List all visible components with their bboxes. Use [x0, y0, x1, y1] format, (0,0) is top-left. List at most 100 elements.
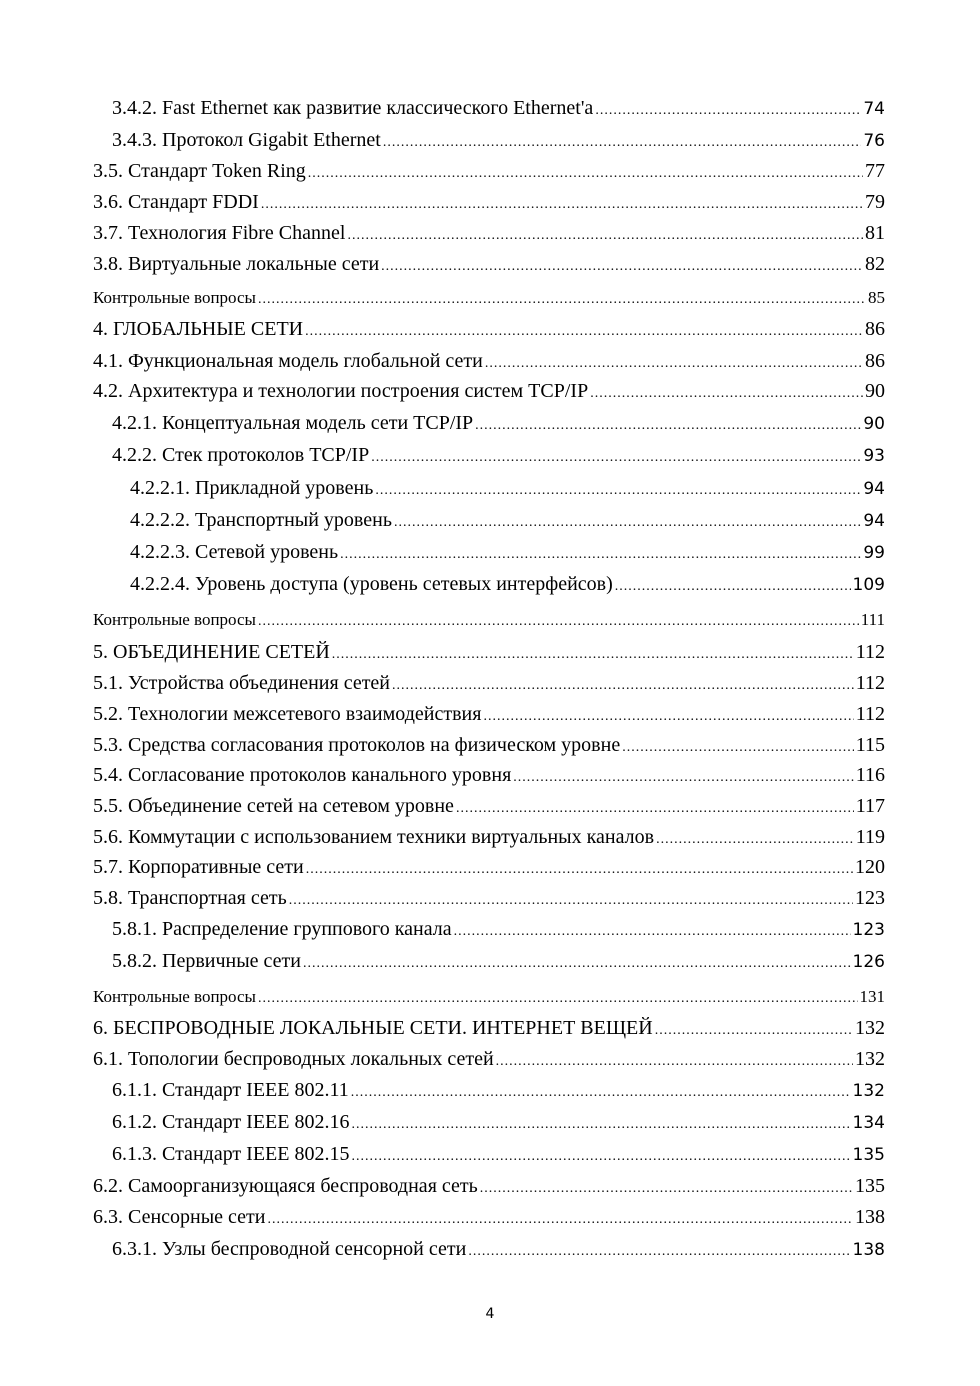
dot-leader — [261, 192, 863, 218]
dot-leader — [480, 1176, 853, 1202]
dot-leader — [258, 986, 858, 1012]
toc-entry[interactable]: Контрольные вопросы 85 — [93, 285, 885, 311]
toc-entry[interactable]: 5.8.1. Распределение группового канала 12… — [112, 916, 885, 942]
toc-entry-page: 120 — [855, 856, 885, 878]
toc-entry-title: 4.2.2.1. Прикладной уровень — [130, 477, 374, 499]
toc-entry-title: 6.1.3. Стандарт IEEE 802.15 — [112, 1143, 350, 1165]
dot-leader — [303, 951, 851, 977]
toc-entry-page: 115 — [855, 734, 885, 756]
toc-entry[interactable]: 4.2.2.2. Транспортный уровень 94 — [130, 507, 885, 533]
dot-leader — [383, 130, 862, 156]
toc-entry-page: 132 — [855, 1017, 885, 1039]
toc-entry[interactable]: 5.7. Корпоративные сети 120 — [93, 854, 885, 880]
toc-entry-title: Контрольные вопросы — [93, 987, 256, 1006]
toc-entry-title: 3.4.3. Протокол Gigabit Ethernet — [112, 129, 381, 151]
page-number: 4 — [485, 1306, 495, 1322]
dot-leader — [371, 445, 861, 471]
toc-entry-page: 82 — [865, 253, 885, 275]
toc-entry-page: 112 — [855, 703, 885, 725]
toc-entry-title: 5.8.2. Первичные сети — [112, 950, 301, 972]
toc-entry-page: 119 — [855, 826, 885, 848]
toc-entry[interactable]: 4.2. Архитектура и технологии построения… — [93, 378, 885, 404]
dot-leader — [513, 765, 853, 791]
toc-entry-title: 6.2. Самоорганизующаяся беспроводная сет… — [93, 1175, 478, 1197]
toc-entry-title: 4.2.2. Стек протоколов TCP/IP — [112, 444, 370, 466]
dot-leader — [351, 1112, 850, 1138]
toc-entry-page: 94 — [863, 479, 885, 499]
toc-entry[interactable]: 4. ГЛОБАЛЬНЫЕ СЕТИ 86 — [93, 316, 885, 342]
toc-entry-page: 138 — [855, 1206, 885, 1228]
dot-leader — [375, 478, 861, 504]
toc-entry-page: 135 — [855, 1175, 885, 1197]
dot-leader — [622, 735, 854, 761]
toc-entry[interactable]: 4.1. Функциональная модель глобальной се… — [93, 348, 885, 374]
toc-entry-page: 112 — [855, 672, 885, 694]
toc-entry-page: 77 — [865, 160, 885, 182]
toc-entry-page: 135 — [852, 1145, 885, 1165]
toc-entry-page: 126 — [852, 952, 885, 972]
dot-leader — [258, 287, 866, 313]
toc-entry[interactable]: 4.2.1. Концептуальная модель сети TCP/IP… — [112, 410, 885, 436]
dot-leader — [332, 642, 854, 668]
toc-entry-title: 4.2.1. Концептуальная модель сети TCP/IP — [112, 412, 474, 434]
toc-entry-page: 132 — [855, 1048, 885, 1070]
toc-entry-title: 5.3. Средства согласования протоколов на… — [93, 734, 621, 756]
toc-entry-title: Контрольные вопросы — [93, 288, 256, 307]
toc-entry[interactable]: 3.7. Технология Fibre Channel 81 — [93, 220, 885, 246]
toc-entry-page: 116 — [855, 764, 885, 786]
dot-leader — [347, 223, 863, 249]
dot-leader — [381, 254, 863, 280]
toc-entry[interactable]: 6.1. Топологии беспроводных локальных се… — [93, 1046, 885, 1072]
dot-leader — [485, 351, 863, 377]
dot-leader — [306, 857, 853, 883]
toc-entry[interactable]: 5. ОБЪЕДИНЕНИЕ СЕТЕЙ 112 — [93, 639, 885, 665]
toc-entry[interactable]: 5.5. Объединение сетей на сетевом уровне… — [93, 793, 885, 819]
toc-entry[interactable]: 6.1.1. Стандарт IEEE 802.11 132 — [112, 1077, 885, 1103]
toc-entry-title: 3.8. Виртуальные локальные сети — [93, 253, 380, 275]
toc-entry-title: 5. ОБЪЕДИНЕНИЕ СЕТЕЙ — [93, 641, 330, 663]
toc-entry-page: 111 — [860, 610, 885, 629]
toc-entry[interactable]: 5.8. Транспортная сеть 123 — [93, 885, 885, 911]
toc-entry-title: 4.2.2.3. Сетевой уровень — [130, 541, 339, 563]
toc-entry-page: 86 — [865, 318, 885, 340]
toc-entry[interactable]: 4.2.2.1. Прикладной уровень 94 — [130, 475, 885, 501]
toc-entry[interactable]: 3.6. Стандарт FDDI 79 — [93, 189, 885, 215]
toc-entry[interactable]: 5.3. Средства согласования протоколов на… — [93, 732, 885, 758]
toc-entry-title: 5.6. Коммутации с использованием техники… — [93, 826, 655, 848]
toc-entry[interactable]: 3.4.3. Протокол Gigabit Ethernet 76 — [112, 127, 885, 153]
toc-entry[interactable]: 5.8.2. Первичные сети 126 — [112, 948, 885, 974]
toc-entry[interactable]: 6.1.3. Стандарт IEEE 802.15 135 — [112, 1141, 885, 1167]
toc-entry[interactable]: 4.2.2.3. Сетевой уровень 99 — [130, 539, 885, 565]
dot-leader — [615, 574, 851, 600]
dot-leader — [258, 609, 859, 635]
toc-entry[interactable]: 6.3.1. Узлы беспроводной сенсорной сети 1… — [112, 1236, 885, 1262]
toc-entry-title: 3.6. Стандарт FDDI — [93, 191, 259, 213]
toc-entry-title: Контрольные вопросы — [93, 610, 256, 629]
toc-entry[interactable]: 4.2.2.4. Уровень доступа (уровень сетевы… — [130, 571, 885, 597]
dot-leader — [308, 161, 863, 187]
toc-entry-title: 6.1.1. Стандарт IEEE 802.11 — [112, 1079, 349, 1101]
toc-entry[interactable]: 4.2.2. Стек протоколов TCP/IP 93 — [112, 442, 885, 468]
toc-entry[interactable]: 6.2. Самоорганизующаяся беспроводная сет… — [93, 1173, 885, 1199]
toc-entry[interactable]: 6.3. Сенсорные сети 138 — [93, 1204, 885, 1230]
toc-entry[interactable]: 6. БЕСПРОВОДНЫЕ ЛОКАЛЬНЫЕ СЕТИ. ИНТЕРНЕТ… — [93, 1015, 885, 1041]
dot-leader — [655, 1018, 853, 1044]
toc-entry-title: 5.8.1. Распределение группового канала — [112, 918, 452, 940]
toc-entry[interactable]: 3.8. Виртуальные локальные сети 82 — [93, 251, 885, 277]
toc-entry-title: 6. БЕСПРОВОДНЫЕ ЛОКАЛЬНЫЕ СЕТИ. ИНТЕРНЕТ… — [93, 1017, 653, 1039]
toc-entry[interactable]: 5.2. Технологии межсетевого взаимодейств… — [93, 701, 885, 727]
toc-entry[interactable]: 6.1.2. Стандарт IEEE 802.16 134 — [112, 1109, 885, 1135]
dot-leader — [340, 542, 861, 568]
toc-entry[interactable]: 3.4.2. Fast Ethernet как развитие класси… — [112, 95, 885, 121]
toc-entry[interactable]: 5.6. Коммутации с использованием техники… — [93, 824, 885, 850]
toc-entry-title: 5.2. Технологии межсетевого взаимодейств… — [93, 703, 482, 725]
toc-entry-title: 4.2.2.2. Транспортный уровень — [130, 509, 392, 531]
toc-entry[interactable]: 5.4. Согласование протоколов канального … — [93, 762, 885, 788]
toc-entry[interactable]: Контрольные вопросы 111 — [93, 607, 885, 633]
toc-entry[interactable]: 5.1. Устройства объединения сетей 112 — [93, 670, 885, 696]
toc-entry-page: 138 — [852, 1240, 885, 1260]
toc-entry-title: 4. ГЛОБАЛЬНЫЕ СЕТИ — [93, 318, 304, 340]
toc-entry[interactable]: Контрольные вопросы 131 — [93, 984, 885, 1010]
toc-entry[interactable]: 3.5. Стандарт Token Ring 77 — [93, 158, 885, 184]
dot-leader — [351, 1080, 851, 1106]
